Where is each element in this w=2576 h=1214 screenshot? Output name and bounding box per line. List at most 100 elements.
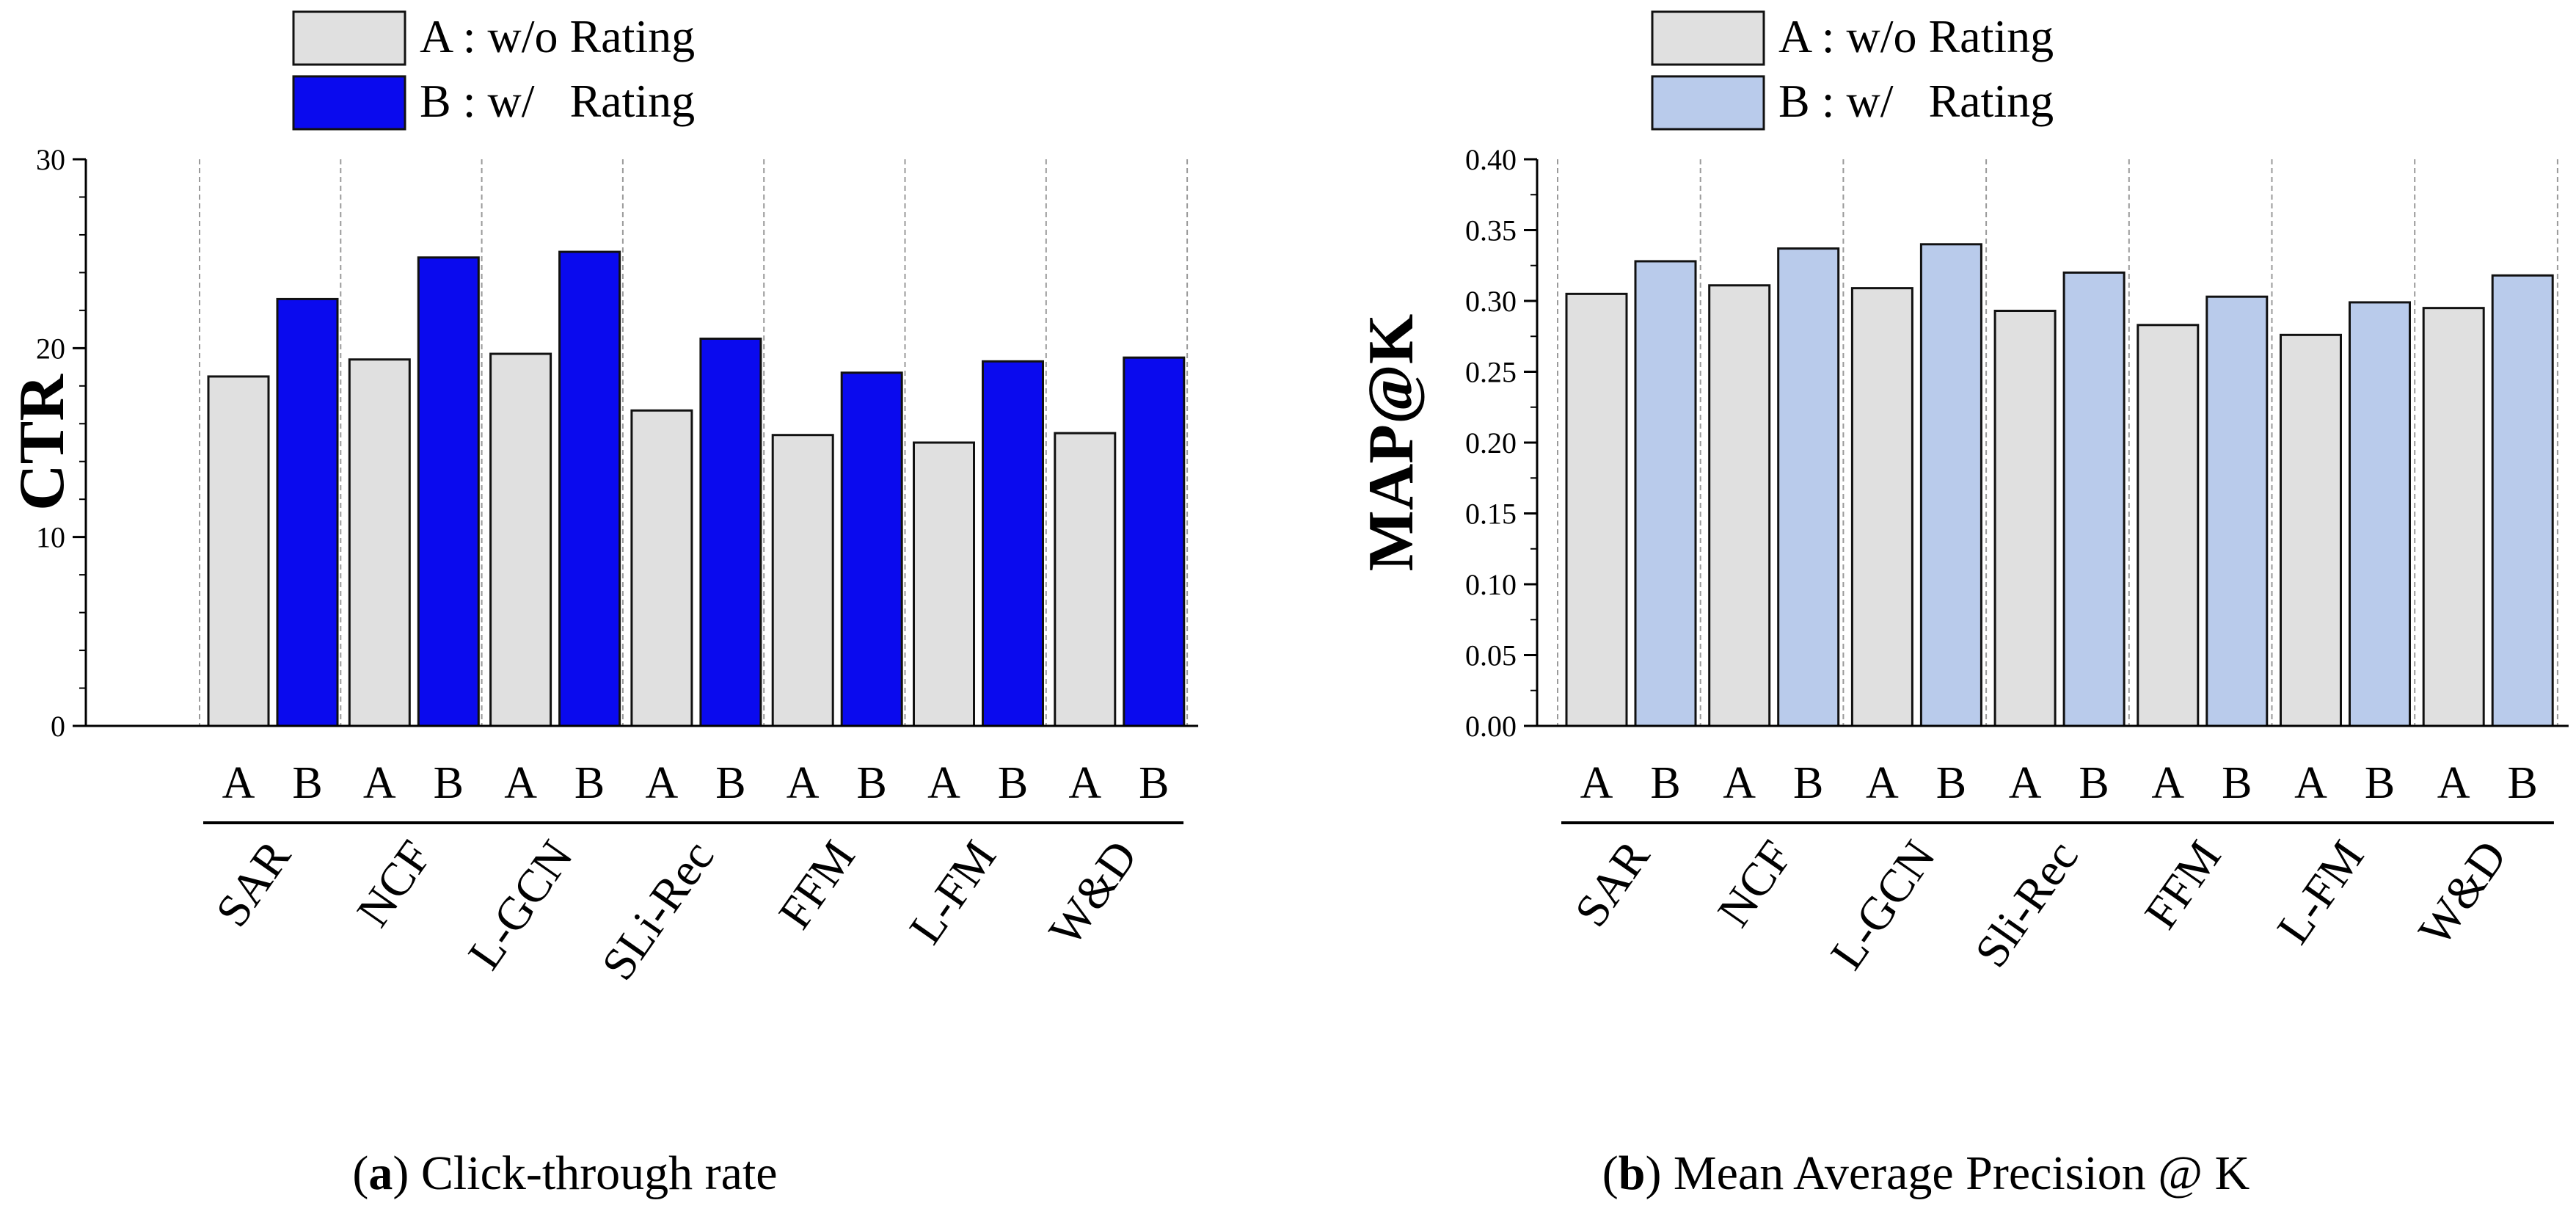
category-label-w-d: W&D: [2408, 831, 2517, 955]
category-label-sar: SAR: [1564, 831, 1660, 936]
bar-group-label: A: [927, 758, 960, 808]
bar-ncf-a: [1708, 284, 1771, 727]
bar-l-gcn-a: [1850, 287, 1913, 727]
category-label-ffm: FFM: [2134, 831, 2231, 938]
bar-ncf-a: [348, 358, 411, 727]
legend-swatch-b: [1651, 75, 1765, 131]
category-label-w-d: W&D: [1039, 831, 1147, 955]
bar-sar-b: [276, 297, 339, 727]
bar-group-label: B: [574, 758, 605, 808]
category-label-ncf: NCF: [346, 831, 442, 936]
bar-group-label: A: [1580, 758, 1613, 808]
category-label-l-gcn: L-GCN: [458, 831, 583, 978]
category-label-sar: SAR: [205, 831, 301, 936]
y-tick-label: 10: [36, 521, 65, 554]
bar-sli-rec-b: [2062, 271, 2126, 727]
bar-sar-b: [1634, 260, 1697, 727]
bar-w-d-b: [1123, 356, 1186, 727]
bar-group-label: A: [2437, 758, 2470, 808]
y-tick-label: 0.40: [1465, 143, 1517, 176]
bar-group-label: B: [1139, 758, 1169, 808]
bar-l-fm-a: [2280, 333, 2342, 727]
legend-swatch-b: [292, 75, 406, 131]
bar-group-label: B: [2365, 758, 2395, 808]
category-label-sli-rec: Sli-Rec: [1965, 831, 2088, 976]
legend-label-b: B : w/ Rating: [1778, 75, 2054, 127]
legend: A : w/o Rating B : w/ Rating: [292, 10, 695, 131]
bar-group-label: B: [998, 758, 1028, 808]
legend-swatch-a: [292, 10, 406, 66]
bar-group-label: A: [646, 758, 679, 808]
bar-ncf-b: [417, 256, 480, 727]
y-tick-label: 30: [36, 143, 65, 176]
y-axis-label: MAP@K: [1356, 314, 1427, 572]
legend-label-a: A : w/o Rating: [1778, 10, 2054, 62]
bar-group-label: B: [2222, 758, 2252, 808]
panel-caption: (a) Click-through rate: [352, 1146, 777, 1200]
category-label-l-fm: L-FM: [2266, 831, 2374, 953]
bar-sar-a: [1565, 292, 1628, 727]
bar-w-d-a: [1054, 432, 1117, 727]
bar-sli-rec-b: [699, 337, 762, 727]
y-tick-label: 0.00: [1465, 710, 1517, 743]
bar-l-fm-b: [2349, 301, 2411, 727]
y-tick-label: 0.35: [1465, 214, 1517, 247]
caption-text: Mean Average Precision @ K: [1661, 1146, 2250, 1200]
bar-group-label: B: [1793, 758, 1823, 808]
category-label-ffm: FFM: [768, 831, 865, 938]
y-tick-label: 0.20: [1465, 426, 1517, 459]
bar-sli-rec-a: [1993, 310, 2057, 727]
bar-l-gcn-b: [1919, 243, 1982, 727]
caption-label: a: [368, 1146, 393, 1200]
category-label-ncf: NCF: [1707, 831, 1803, 936]
bar-group-label: A: [2294, 758, 2327, 808]
bar-group-label: A: [504, 758, 537, 808]
bar-group-label: B: [2508, 758, 2538, 808]
caption-paren-open: (: [1602, 1146, 1619, 1200]
category-label-l-fm: L-FM: [899, 831, 1006, 953]
bar-ffm-b: [2205, 295, 2269, 727]
bar-group-label: B: [1936, 758, 1966, 808]
y-tick-label: 0.30: [1465, 285, 1517, 318]
bar-l-gcn-a: [489, 352, 552, 727]
bar-group-label: A: [1866, 758, 1899, 808]
bar-w-d-a: [2422, 307, 2485, 727]
caption-text: Click-through rate: [409, 1146, 777, 1200]
bar-group-label: A: [787, 758, 820, 808]
bar-group-label: B: [292, 758, 322, 808]
y-tick-label: 20: [36, 332, 65, 365]
caption-paren-close: ): [393, 1146, 409, 1200]
bar-l-gcn-b: [558, 250, 621, 727]
bar-group-label: B: [434, 758, 464, 808]
category-label-sli-rec: SLi-Rec: [591, 831, 723, 989]
legend-label-b: B : w/ Rating: [420, 75, 695, 127]
bar-group-label: A: [363, 758, 396, 808]
y-tick-label: 0: [51, 710, 65, 743]
legend: A : w/o Rating B : w/ Rating: [1651, 10, 2054, 131]
legend-swatch-a: [1651, 10, 1765, 66]
bar-group-label: B: [715, 758, 745, 808]
bar-group-label: A: [2151, 758, 2184, 808]
legend-label-a: A : w/o Rating: [420, 10, 695, 62]
bar-ncf-b: [1777, 247, 1840, 727]
panel-caption: (b) Mean Average Precision @ K: [1602, 1146, 2250, 1200]
y-tick-label: 0.25: [1465, 356, 1517, 389]
bar-ffm-a: [2137, 324, 2200, 727]
bar-sar-a: [207, 375, 270, 727]
y-tick-label: 0.10: [1465, 568, 1517, 601]
category-label-l-gcn: L-GCN: [1820, 831, 1945, 978]
y-axis-label: CTR: [7, 374, 78, 511]
caption-paren-close: ): [1645, 1146, 1661, 1200]
bar-l-fm-a: [913, 441, 975, 727]
bar-sli-rec-a: [630, 409, 693, 727]
bar-group-label: B: [1650, 758, 1680, 808]
caption-paren-open: (: [352, 1146, 368, 1200]
bar-group-label: A: [1068, 758, 1101, 808]
bar-w-d-b: [2491, 274, 2554, 727]
bar-group-label: B: [2079, 758, 2109, 808]
bar-group-label: A: [2009, 758, 2042, 808]
bar-group-label: B: [857, 758, 887, 808]
